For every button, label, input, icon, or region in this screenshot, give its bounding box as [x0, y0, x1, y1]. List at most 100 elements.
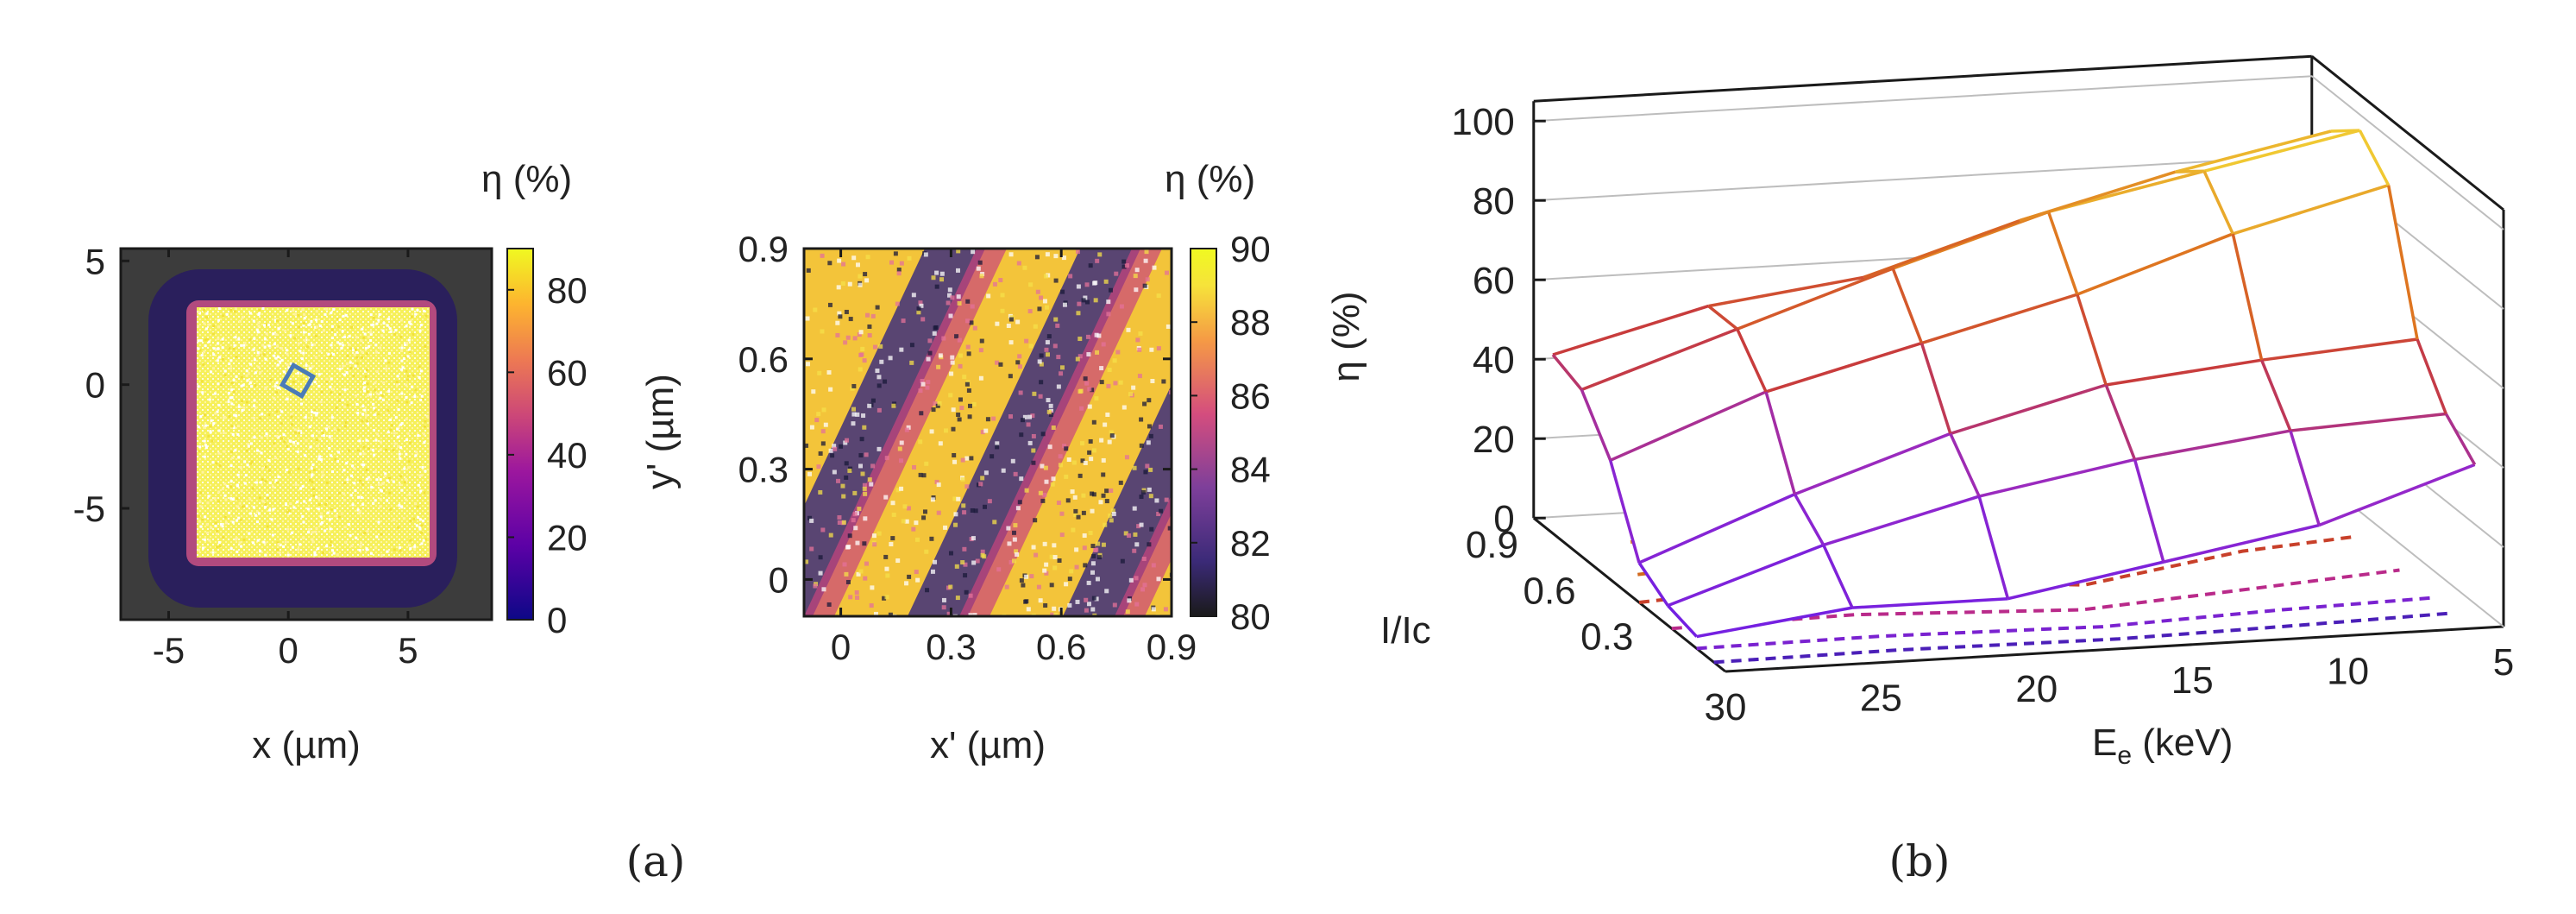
speckle — [422, 432, 425, 436]
speckle — [214, 521, 217, 525]
speckle — [1156, 346, 1161, 351]
speckle — [1055, 323, 1060, 328]
speckle — [256, 331, 260, 334]
speckle — [335, 514, 338, 518]
surface-face — [2261, 339, 2447, 432]
speckle — [292, 381, 295, 384]
speckle — [1008, 252, 1014, 257]
speckle — [399, 423, 403, 426]
speckle — [1064, 474, 1069, 479]
speckle — [1068, 274, 1073, 279]
speckle — [238, 319, 242, 323]
speckle — [317, 547, 320, 551]
speckle — [311, 416, 314, 419]
speckle — [362, 386, 366, 389]
speckle — [1039, 362, 1044, 367]
surface-edge — [1794, 432, 1951, 496]
speckle — [217, 342, 220, 345]
speckle — [818, 451, 823, 456]
speckle — [210, 439, 214, 443]
speckle — [1087, 450, 1092, 455]
speckle — [1060, 289, 1065, 294]
speckle — [858, 453, 864, 458]
speckle — [343, 405, 347, 408]
speckle — [1108, 287, 1113, 293]
speckle — [369, 313, 373, 317]
speckle — [1039, 380, 1044, 385]
speckle — [286, 511, 289, 514]
speckle — [847, 533, 852, 539]
speckle — [274, 332, 278, 336]
speckle — [804, 443, 809, 448]
surface-edge — [1978, 457, 2135, 498]
speckle — [374, 408, 377, 412]
speckle — [1019, 578, 1024, 583]
speckle — [906, 425, 911, 430]
surface-edge — [1823, 495, 1980, 547]
colorbar-tick-label: 20 — [547, 517, 587, 558]
speckle — [378, 313, 381, 317]
speckle — [850, 386, 855, 391]
speckle — [1031, 448, 1036, 453]
heatmap-a-right: 0 0.3 0.6 0.90.90.60.30 x' (µm) y' (µm) η (… — [639, 158, 1271, 766]
speckle — [1081, 510, 1086, 515]
speckle — [998, 362, 1003, 367]
speckle — [236, 425, 240, 428]
speckle — [951, 426, 956, 432]
speckle — [818, 570, 823, 576]
speckle — [284, 503, 287, 507]
speckle — [965, 344, 971, 350]
x-tick-label: 20 — [2015, 668, 2058, 710]
speckle — [221, 487, 224, 490]
speckle — [938, 441, 943, 446]
speckle — [858, 463, 863, 469]
speckle — [971, 249, 976, 255]
speckle — [1134, 602, 1140, 607]
speckle — [899, 440, 904, 445]
speckle — [1113, 381, 1118, 386]
speckle — [345, 362, 349, 365]
speckle — [899, 261, 904, 266]
speckle — [277, 543, 280, 546]
speckle — [315, 495, 318, 499]
speckle — [992, 281, 997, 287]
x-tick-label: 5 — [398, 630, 418, 671]
speckle — [241, 505, 244, 508]
speckle — [233, 413, 236, 417]
speckle — [1042, 299, 1047, 304]
panel-label-b: (b) — [1888, 836, 1950, 886]
speckle — [307, 332, 311, 336]
speckle — [366, 530, 369, 533]
speckle — [855, 595, 860, 600]
speckle — [1052, 543, 1057, 548]
speckle — [888, 356, 893, 361]
speckle — [382, 322, 386, 325]
speckle — [199, 525, 203, 528]
speckle — [264, 502, 267, 506]
speckle — [895, 488, 901, 493]
speckle — [319, 522, 323, 526]
speckle — [1059, 365, 1065, 370]
speckle — [964, 484, 970, 489]
speckle — [983, 470, 989, 476]
speckle — [862, 358, 867, 363]
speckle — [365, 352, 368, 356]
speckle — [956, 249, 961, 254]
speckle — [1046, 398, 1051, 403]
speckle — [1082, 533, 1087, 538]
speckle — [922, 509, 927, 514]
speckle — [1071, 460, 1077, 465]
speckle — [1048, 412, 1053, 417]
speckle — [372, 402, 375, 406]
speckle — [861, 413, 866, 419]
y-axis-label-b: I/Ic — [1380, 609, 1431, 652]
y-axis-label-a-right: y' (µm) — [639, 374, 682, 489]
speckle — [241, 400, 244, 403]
speckle — [276, 541, 280, 545]
speckle — [1133, 274, 1138, 279]
speckle — [312, 494, 316, 497]
speckle — [321, 432, 324, 435]
speckle — [1034, 552, 1039, 558]
speckle — [283, 440, 286, 444]
speckle — [198, 445, 202, 449]
